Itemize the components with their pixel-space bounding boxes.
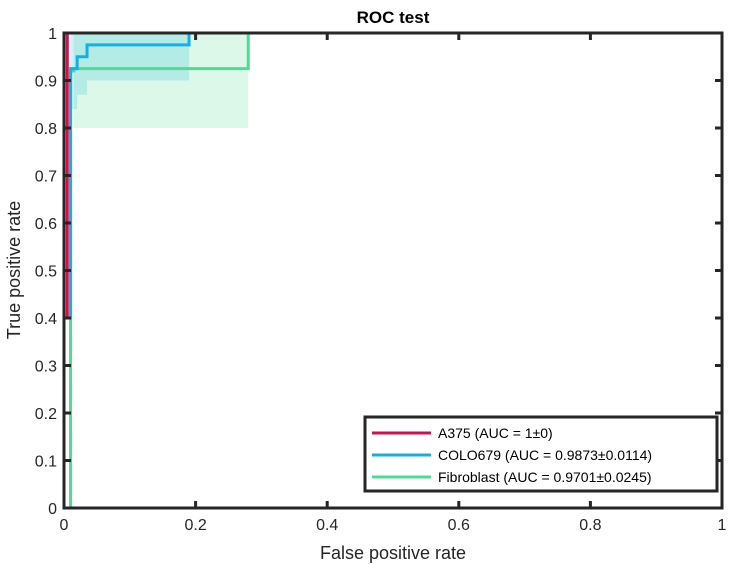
x-axis-label: False positive rate (320, 543, 466, 563)
y-tick-label: 1 (48, 26, 57, 43)
y-tick-label: 0.7 (35, 169, 57, 186)
legend-label-fibroblast: Fibroblast (AUC = 0.9701±0.0245) (438, 469, 652, 485)
x-tick-label: 0.6 (448, 517, 470, 534)
y-tick-label: 0.3 (35, 359, 57, 376)
y-tick-label: 0.5 (35, 264, 57, 281)
x-tick-label: 0.2 (184, 517, 206, 534)
x-tick-label: 0.8 (579, 517, 601, 534)
legend: A375 (AUC = 1±0) COLO679 (AUC = 0.9873±0… (363, 415, 719, 493)
y-tick-label: 0 (48, 501, 57, 518)
legend-label-colo679: COLO679 (AUC = 0.9873±0.0114) (438, 447, 652, 463)
confidence-band-fibroblast (73, 33, 249, 128)
y-tick-label: 0.2 (35, 406, 57, 423)
y-tick-label: 0.4 (35, 311, 57, 328)
x-tick-label: 0 (60, 517, 69, 534)
y-tick-label: 0.1 (35, 454, 57, 471)
axis-ticks: 0 0.2 0.4 0.6 0.8 1 0 0.1 0.2 0.3 0.4 0.5 0.6 0.7 0.8 0… (35, 26, 727, 534)
y-tick-label: 0.6 (35, 216, 57, 233)
y-tick-label: 0.8 (35, 121, 57, 138)
confidence-band-colo679 (70, 33, 190, 109)
x-tick-label: 1 (718, 517, 727, 534)
chart-title: ROC test (357, 8, 430, 27)
legend-label-a375: A375 (AUC = 1±0) (438, 425, 553, 441)
y-tick-label: 0.9 (35, 74, 57, 91)
x-tick-label: 0.4 (316, 517, 338, 534)
confidence-bands (70, 33, 249, 128)
y-axis-label: True positive rate (4, 201, 24, 339)
